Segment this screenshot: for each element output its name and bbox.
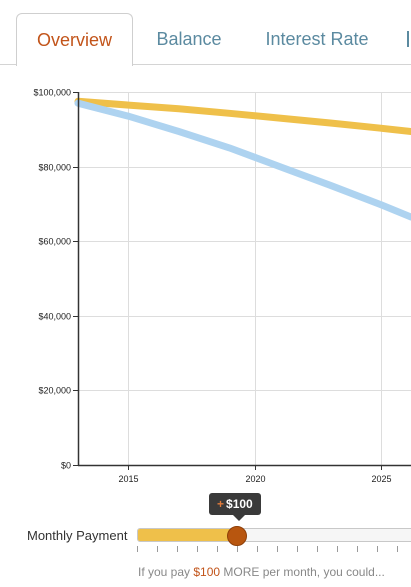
slider-tick [357,546,358,552]
payment-tooltip-value: $100 [226,497,253,511]
slider-thumb[interactable] [227,526,248,546]
tab-balance[interactable]: Balance [156,29,222,49]
x-tick-label: 2020 [245,474,265,484]
series-line-blue [74,99,411,221]
slider-tick [337,546,338,552]
y-tick-label: $40,000 [38,312,71,322]
slider-tick [317,546,318,552]
slider-tick [137,546,138,552]
tab-overview[interactable]: Overview [16,13,133,66]
payment-tooltip: + $100 [209,493,261,521]
slider-tick [257,546,258,552]
y-tick-label: $100,000 [33,88,71,98]
tab-next-truncated[interactable] [398,13,411,65]
slider-tick [277,546,278,552]
slider-tick [197,546,198,552]
balance-chart: $0 $20,000 $40,000 $60,000 $80,000 $100,000 2… [33,88,411,484]
slider-tick [397,546,398,552]
y-tick-label: $20,000 [38,386,71,396]
series-line-gold [74,97,411,135]
monthly-payment-label: Monthly Payment [27,528,128,543]
y-tick-label: $0 [61,461,71,471]
footer-message: If you pay $100 MORE per month, you coul… [138,565,385,579]
x-axis-ticks: 2015 2020 2025 [118,465,392,484]
x-tick-label: 2015 [118,474,138,484]
slider-tick [217,546,218,552]
tab-bar-divider [0,64,411,65]
chart-series [74,97,411,221]
slider-tick [177,546,178,552]
footer-amount: $100 [193,565,221,579]
tab-interest-rate[interactable]: Interest Rate [265,29,369,49]
y-axis-ticks: $0 $20,000 $40,000 $60,000 $80,000 $100,000 [33,88,78,471]
slider-tick [297,546,298,552]
y-tick-label: $80,000 [38,163,71,173]
monthly-payment-slider[interactable] [137,528,411,542]
slider-ticks [137,546,411,552]
slider-tick [157,546,158,552]
slider-tick [377,546,378,552]
chart-grid [78,92,411,465]
slider-tick [237,546,238,552]
y-tick-label: $60,000 [38,237,71,247]
tab-bar: Overview Balance Interest Rate [0,0,411,66]
slider-fill [138,529,239,541]
x-tick-label: 2025 [371,474,391,484]
